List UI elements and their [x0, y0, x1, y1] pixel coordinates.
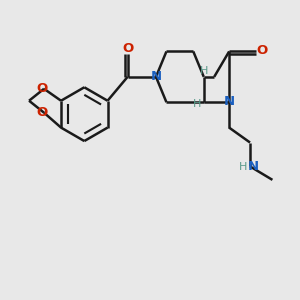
Text: H: H	[193, 99, 201, 109]
Text: H: H	[200, 66, 208, 76]
Text: N: N	[224, 95, 235, 108]
Text: O: O	[122, 42, 133, 55]
Text: H: H	[238, 162, 247, 172]
Text: N: N	[150, 70, 161, 83]
Text: O: O	[37, 106, 48, 119]
Text: O: O	[256, 44, 268, 57]
Text: O: O	[37, 82, 48, 95]
Text: N: N	[248, 160, 259, 173]
